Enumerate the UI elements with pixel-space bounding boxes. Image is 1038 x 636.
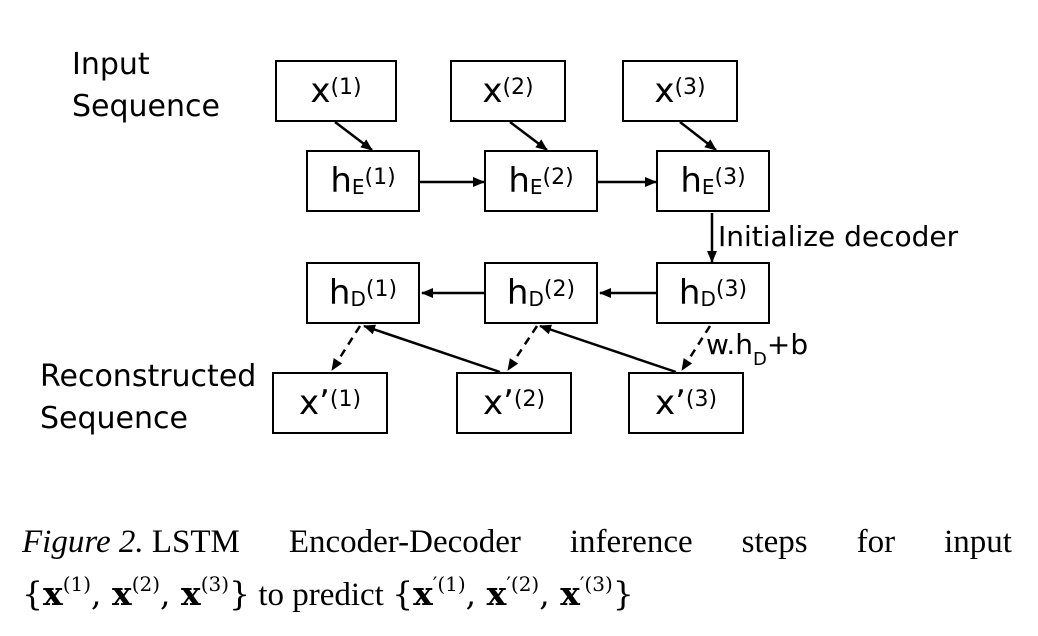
arrow-xp2-to-hd1	[363, 324, 501, 374]
encoder-node-he2: h E (2)	[484, 150, 598, 212]
initialize-decoder-label: Initialize decoder	[718, 220, 959, 253]
arrow-x3-to-he3	[679, 121, 717, 151]
output-node-xp2: x’ (2)	[456, 372, 572, 434]
arrows-layer	[330, 121, 717, 374]
input-sequence-label: Input Sequence	[72, 47, 220, 124]
arrow-x1-to-he1	[334, 121, 373, 151]
input-node-x2: x (2)	[450, 60, 566, 122]
caption-line-2: {x(1), x(2), x(3)} to predict {x′(1), x′…	[22, 572, 634, 613]
output-formula-label: w.hD+b	[706, 328, 809, 370]
decoder-node-hd1: h D (1)	[306, 262, 420, 324]
output-node-xp3: x’ (3)	[628, 372, 744, 434]
arrow-hd2-to-xp2	[506, 325, 539, 371]
decoder-node-hd2: h D (2)	[484, 262, 598, 324]
reconstructed-sequence-label: Reconstructed Sequence	[40, 359, 257, 436]
input-node-x3: x (3)	[622, 60, 738, 122]
caption-line-1: Figure 2. LSTM Encoder-Decoder inference…	[22, 524, 1012, 560]
encoder-node-he3: h E (3)	[656, 150, 770, 212]
figure-label: Figure 2.	[22, 524, 144, 560]
arrow-xp3-to-hd2	[539, 324, 677, 374]
input-node-x1: x (1)	[275, 60, 397, 122]
arrow-x2-to-he2	[509, 121, 548, 151]
arrow-hd1-to-xp1	[330, 325, 362, 371]
decoder-node-hd3: h D (3)	[656, 262, 770, 324]
arrow-hd3-to-xp3	[680, 325, 712, 371]
figure-caption: Figure 2. LSTM Encoder-Decoder inference…	[22, 520, 1012, 617]
encoder-node-he1: h E (1)	[306, 150, 420, 212]
output-node-xp1: x’ (1)	[272, 372, 388, 434]
